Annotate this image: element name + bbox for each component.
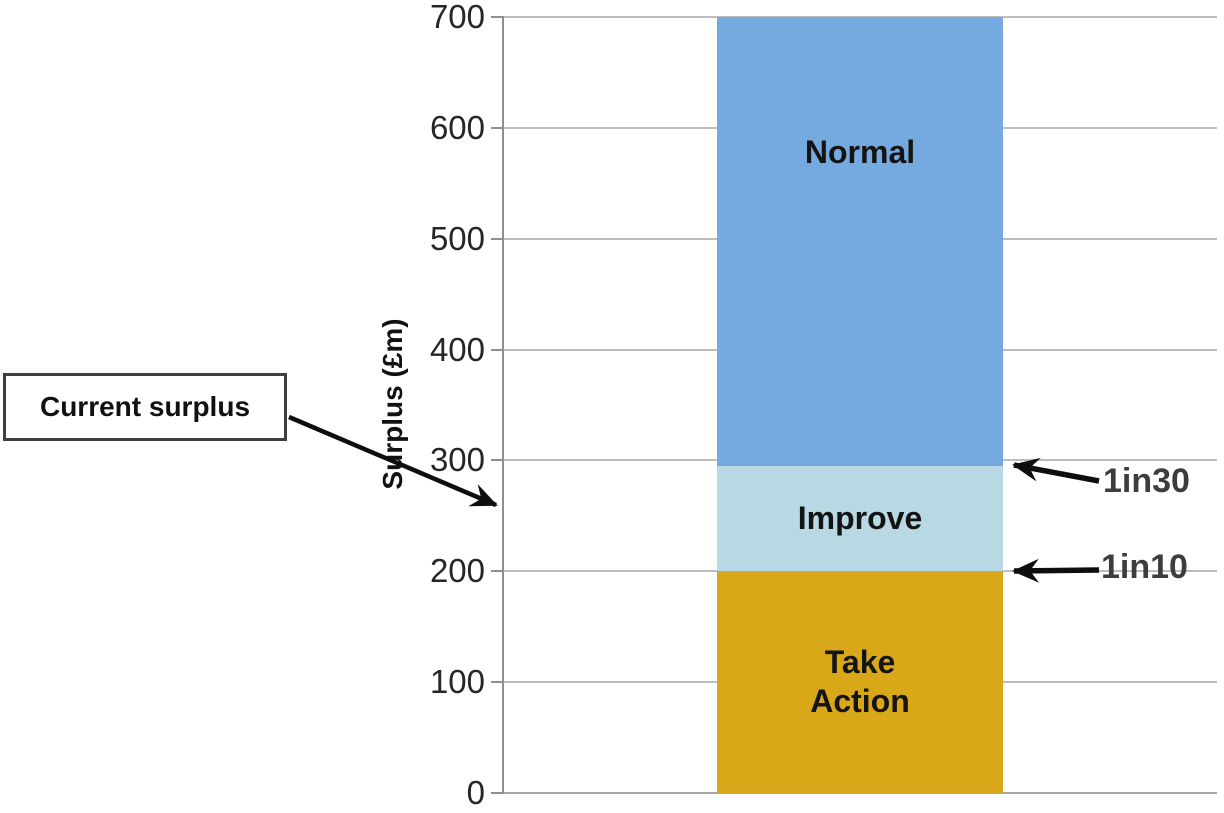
y-axis-title: Surplus (£m) [377, 318, 408, 490]
y-tick-label: 100 [429, 663, 485, 701]
y-tick-mark [491, 348, 503, 351]
zone-improve-label: Improve [797, 500, 923, 537]
current-surplus-label: Current surplus [39, 391, 251, 422]
arrow-1in30 [1012, 457, 1100, 484]
surplus-zone-bar: Take Action Improve Normal [717, 17, 1003, 793]
y-tick-label: 0 [466, 774, 485, 811]
zone-take-action-label: Take Action [810, 644, 910, 720]
zone-improve: Improve [717, 465, 1003, 572]
y-tick-label: 200 [429, 552, 485, 590]
y-tick-mark [491, 16, 503, 18]
annotation-1in30: 1in30 [1103, 462, 1190, 500]
y-tick-label: 700 [429, 0, 485, 35]
zone-normal-label: Normal [804, 134, 916, 170]
zone-take-action: Take Action [717, 571, 1003, 793]
gridline [503, 792, 1217, 794]
y-tick-mark [491, 681, 503, 684]
y-tick-mark [491, 126, 503, 129]
y-tick-mark [491, 237, 503, 240]
y-tick-label: 400 [429, 330, 485, 368]
y-axis-line [502, 16, 504, 794]
y-tick-mark [491, 459, 503, 462]
zone-normal: Normal [717, 17, 1003, 466]
y-tick-mark [491, 570, 503, 573]
y-tick-label: 500 [429, 219, 485, 257]
current-surplus-callout: Current surplus [3, 373, 287, 441]
y-tick-label: 600 [429, 108, 485, 146]
annotation-1in10: 1in10 [1101, 548, 1188, 586]
y-tick-mark [491, 792, 503, 794]
